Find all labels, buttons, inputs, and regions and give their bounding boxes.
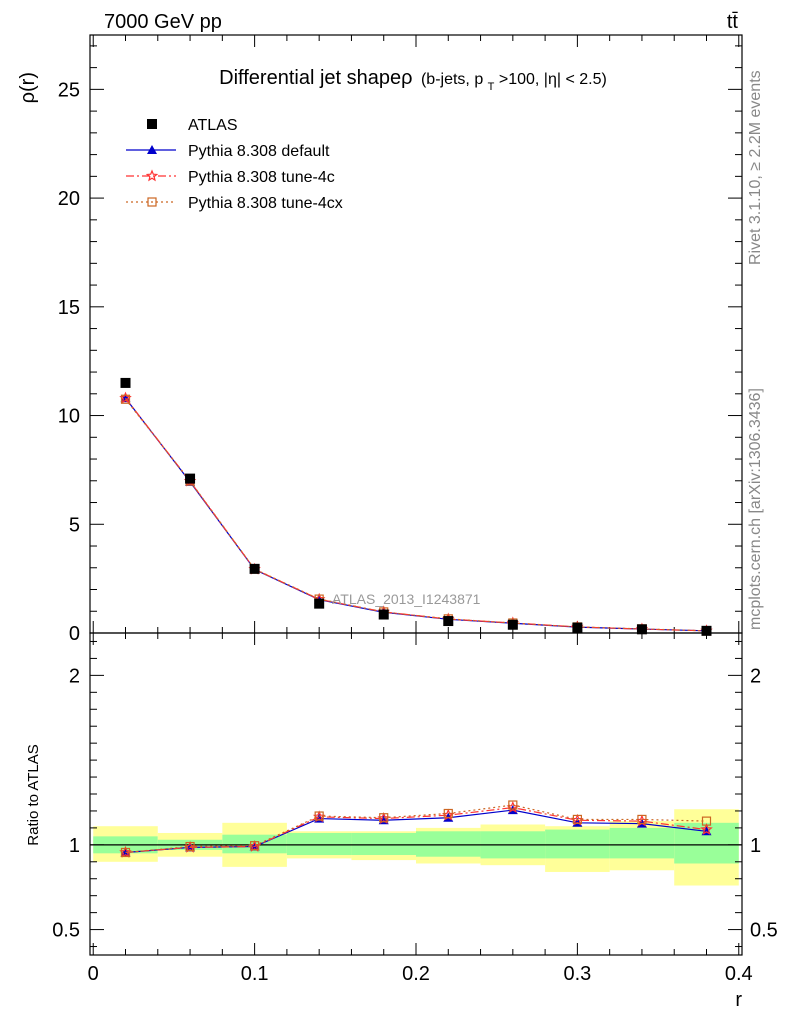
legend-label-pythia-8-308-tune-4c: Pythia 8.308 tune-4c: [188, 169, 335, 186]
point-atlas: [314, 598, 325, 609]
ratio-point-pythia-8-308-tune-4cx: [443, 808, 453, 819]
ratio-tick-label-right: 1: [750, 835, 761, 857]
ratio-series-layer: [119, 800, 713, 858]
legend: ATLAS Pythia 8.308 default Pythia 8.308 tu…: [126, 117, 343, 212]
main-series-layer: [119, 377, 713, 637]
legend-marker-pythia-8-308-tune-4cx: [147, 197, 157, 207]
ratio-band-inner: [609, 827, 675, 859]
ratio-tick-label-left: 0.5: [52, 920, 80, 942]
mcplots-reference-label: mcplots.cern.ch [arXiv:1306.3436]: [747, 388, 764, 630]
point-atlas: [443, 616, 454, 627]
ratio-point-pythia-8-308-tune-4cx: [314, 811, 324, 821]
point-pythia-8-308-tune-4cx: [120, 394, 131, 404]
ratio-band-inner: [416, 831, 481, 857]
header-energy: 7000 GeV pp: [104, 11, 222, 33]
point-atlas: [249, 563, 260, 574]
x-tick-label: 0: [88, 963, 99, 985]
ratio-point-pythia-8-308-tune-4cx: [572, 814, 582, 825]
ratio-point-pythia-8-308-tune-4c: [700, 823, 713, 835]
legend-label-pythia-8-308-tune-4cx: Pythia 8.308 tune-4cx: [188, 195, 343, 212]
ratio-point-pythia-8-308-tune-4cx: [637, 814, 647, 825]
chart-title-main: Differential jet shapeρ: [219, 67, 412, 89]
x-tick-label: 0.1: [241, 963, 269, 985]
point-atlas: [507, 619, 518, 630]
ratio-plot-frame: [89, 632, 743, 956]
y-axis-label: ρ(r): [17, 72, 39, 103]
x-tick-label: 0.2: [402, 963, 430, 985]
point-atlas: [185, 473, 196, 484]
point-atlas: [701, 625, 712, 636]
point-atlas: [572, 622, 583, 633]
x-tick-label: 0.3: [563, 963, 591, 985]
y-tick-label: 5: [69, 514, 80, 536]
point-atlas: [120, 377, 131, 388]
point-atlas: [636, 624, 647, 635]
header-process: tt̄: [727, 11, 739, 33]
legend-label-atlas: ATLAS: [188, 117, 238, 134]
legend-marker-pythia-8-308-default: [147, 145, 157, 154]
x-axis-label: r: [735, 989, 742, 1011]
y-tick-label: 10: [58, 406, 80, 428]
ratio-tick-label-left: 1: [69, 835, 80, 857]
legend-marker-atlas: [147, 119, 157, 129]
ratio-tick-label-right: 0.5: [750, 920, 778, 942]
ratio-point-pythia-8-308-tune-4cx: [508, 800, 518, 810]
analysis-watermark: ATLAS_2013_I1243871: [332, 591, 481, 607]
legend-marker-pythia-8-308-tune-4c: [145, 169, 159, 182]
ratio-point-pythia-8-308-tune-4cx: [379, 813, 389, 823]
ratio-point-pythia-8-308-tune-4cx: [120, 847, 131, 858]
ratio-axis-label: Ratio to ATLAS: [25, 744, 42, 845]
y-tick-label: 0: [69, 623, 80, 645]
rivet-version-label: Rivet 3.1.10, ≥ 2.2M events: [747, 70, 764, 265]
ratio-uncertainty-bands: [90, 809, 742, 886]
ratio-tick-label-left: 2: [69, 665, 80, 687]
ratio-tick-label-right: 2: [750, 665, 761, 687]
chart-title-sub: (b-jets, p: [421, 71, 483, 88]
y-tick-label: 20: [58, 188, 80, 210]
x-tick-label: 0.4: [725, 963, 753, 985]
ratio-point-pythia-8-308-tune-4cx: [250, 841, 260, 851]
series-line-pythia-8-308-tune-4cx: [125, 398, 707, 632]
chart-title-tail: >100, |η| < 2.5): [499, 71, 607, 88]
ratio-band-inner: [286, 832, 352, 856]
axis-ticks: 0 0.1 0.2 0.3 0.4 0 5 10 15 20 25 0.5 0.5 1 1 2 2: [52, 35, 778, 985]
ratio-band-inner: [351, 832, 416, 856]
ratio-point-pythia-8-308-tune-4cx: [185, 841, 195, 852]
ratio-point-pythia-8-308-tune-4cx: [701, 816, 712, 826]
y-tick-label: 25: [58, 79, 80, 101]
chart-title: Differential jet shapeρ (b-jets, p T >10…: [219, 67, 607, 94]
y-tick-label: 15: [58, 297, 80, 319]
ratio-line-pythia-8-308-tune-4c: [125, 806, 707, 854]
ratio-band-inner: [545, 829, 610, 859]
point-atlas: [378, 609, 389, 620]
chart-title-subscript: T: [488, 81, 495, 93]
legend-label-pythia-8-308-default: Pythia 8.308 default: [188, 143, 330, 160]
